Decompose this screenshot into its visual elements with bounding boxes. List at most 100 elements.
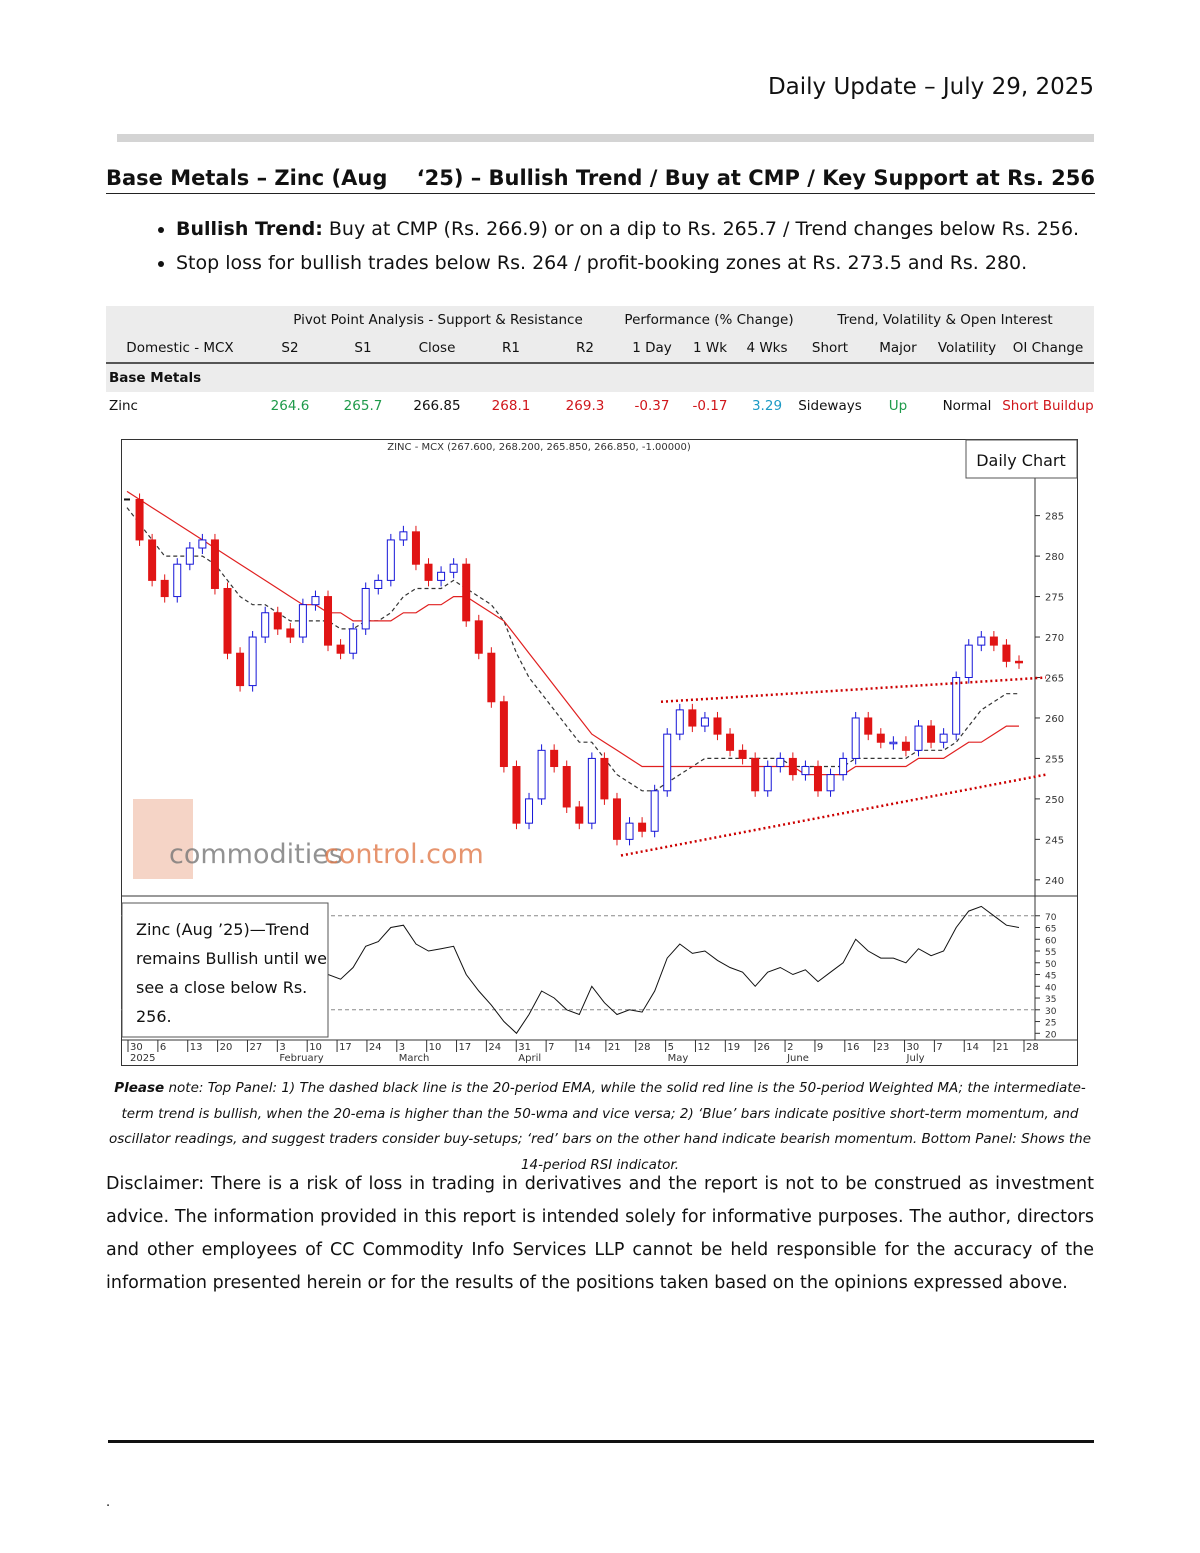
- footer: .: [106, 1495, 111, 1510]
- x-tick-label: 26: [757, 1042, 770, 1053]
- candle: [1015, 660, 1023, 664]
- cell: 269.3: [565, 398, 605, 414]
- column-header: S1: [326, 334, 400, 364]
- candle: [374, 579, 383, 589]
- y-tick-label: 275: [1045, 593, 1064, 604]
- divider: [117, 134, 1094, 142]
- candle: [361, 587, 370, 630]
- candle: [700, 717, 709, 727]
- rsi-tick-label: 60: [1045, 936, 1057, 946]
- candle: [298, 604, 307, 638]
- trendline: [620, 773, 1047, 857]
- wma-line: [126, 490, 1019, 776]
- chart-title: ZINC - MCX (267.600, 268.200, 265.850, 2…: [387, 442, 691, 453]
- candle: [223, 587, 232, 654]
- bullet-text: Buy at CMP (Rs. 266.9) or on a dip to Rs…: [322, 218, 1080, 240]
- candle: [537, 749, 546, 800]
- x-tick-label: 3: [399, 1042, 405, 1053]
- candle: [688, 709, 697, 727]
- rsi-tick-label: 70: [1045, 913, 1057, 923]
- rsi-tick-label: 30: [1045, 1007, 1057, 1017]
- x-tick-label: 23: [877, 1042, 890, 1053]
- month-label: March: [399, 1053, 429, 1064]
- candle: [173, 563, 182, 598]
- group-header: Performance (% Change): [622, 306, 796, 334]
- annotation: see a close below Rs.: [136, 978, 307, 997]
- y-tick-label: 270: [1045, 633, 1064, 644]
- candle: [512, 766, 521, 824]
- x-tick-label: 21: [608, 1042, 621, 1053]
- candle: [738, 749, 747, 759]
- caption-text: note: Top Panel: 1) The dashed black lin…: [108, 1080, 1092, 1173]
- candle: [839, 757, 848, 776]
- chart-label: Daily Chart: [976, 451, 1066, 470]
- rsi-tick-label: 40: [1045, 983, 1057, 993]
- rsi-tick-label: 50: [1045, 960, 1057, 970]
- candle: [726, 733, 735, 751]
- candle: [474, 620, 483, 654]
- y-tick-label: 250: [1045, 795, 1064, 806]
- watermark: commodities: [169, 839, 343, 870]
- candle: [663, 733, 672, 792]
- y-tick-label: 285: [1045, 512, 1064, 523]
- candle: [248, 636, 257, 687]
- watermark-logo: [133, 799, 193, 879]
- annotation: remains Bullish until we: [136, 949, 327, 968]
- candle: [462, 563, 471, 622]
- y-tick-label: 245: [1045, 835, 1064, 846]
- candle: [612, 798, 621, 840]
- column-header: Domestic - MCX: [106, 334, 254, 364]
- candle: [600, 757, 609, 800]
- x-tick-label: 16: [847, 1042, 860, 1053]
- candle: [399, 531, 408, 541]
- column-header: OI Change: [1002, 334, 1094, 364]
- column-header: R2: [548, 334, 622, 364]
- candle: [550, 749, 559, 768]
- candle: [826, 774, 835, 792]
- x-tick-label: 7: [548, 1042, 554, 1053]
- cell: 265.7: [343, 398, 383, 414]
- bullet: Stop loss for bullish trades below Rs. 2…: [176, 252, 1136, 274]
- x-tick-label: 21: [996, 1042, 1009, 1053]
- candle: [914, 725, 923, 751]
- candle: [776, 757, 785, 768]
- column-header: Volatility: [932, 334, 1002, 364]
- candle: [160, 579, 169, 598]
- cell: Short Buildup: [1002, 398, 1094, 414]
- label-box: [965, 439, 1078, 479]
- cell: Zinc: [109, 398, 138, 414]
- candle: [788, 757, 797, 776]
- candle: [763, 766, 772, 792]
- cell: -0.37: [634, 398, 670, 414]
- x-tick-label: 31: [518, 1042, 531, 1053]
- candle: [625, 822, 634, 840]
- x-tick-label: 10: [309, 1042, 322, 1053]
- month-label: 2025: [130, 1053, 155, 1064]
- x-tick-label: 28: [638, 1042, 651, 1053]
- candle: [311, 596, 320, 606]
- candle: [437, 571, 446, 581]
- cell: -0.17: [692, 398, 728, 414]
- candle: [424, 563, 433, 581]
- x-tick-label: 19: [727, 1042, 740, 1053]
- header-row: Domestic - MCX S2 S1 Close R1 R2 1 Day 1 Wk 4 Wk…: [106, 334, 1094, 364]
- annotation: Zinc (Aug ’25)—Trend: [136, 920, 309, 939]
- x-tick-label: 24: [488, 1042, 501, 1053]
- x-tick-label: 9: [817, 1042, 823, 1053]
- trendline: [660, 676, 1047, 704]
- group-header: Pivot Point Analysis - Support & Resista…: [254, 306, 622, 334]
- candle: [349, 628, 358, 654]
- x-tick-label: 14: [966, 1042, 979, 1053]
- group-header: Trend, Volatility & Open Interest: [796, 306, 1094, 334]
- candle: [286, 628, 295, 638]
- rsi-tick-label: 65: [1045, 925, 1056, 935]
- bullet-lead: Bullish Trend:: [176, 218, 323, 240]
- annotation: 256.: [136, 1007, 172, 1026]
- cell: 264.6: [270, 398, 310, 414]
- x-tick-label: 2: [787, 1042, 793, 1053]
- column-header: 1 Wk: [682, 334, 738, 364]
- y-tick-label: 260: [1045, 714, 1064, 725]
- rsi-tick-label: 20: [1045, 1030, 1057, 1040]
- candle: [650, 790, 659, 832]
